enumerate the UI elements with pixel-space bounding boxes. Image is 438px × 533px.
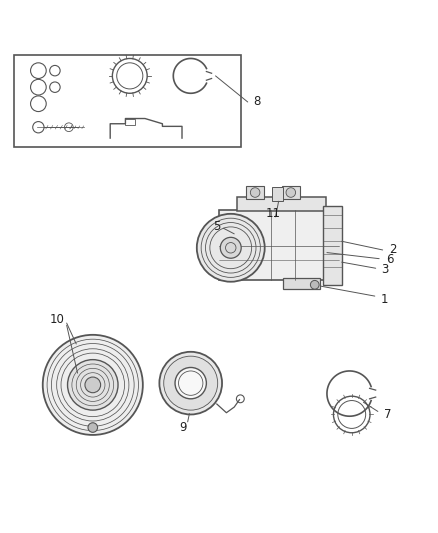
Text: 11: 11 <box>266 207 281 220</box>
Bar <box>14 55 241 147</box>
Text: 6: 6 <box>386 254 393 266</box>
Text: 1: 1 <box>381 293 388 305</box>
Bar <box>237 197 326 211</box>
Text: 2: 2 <box>389 244 397 256</box>
Bar <box>219 210 339 279</box>
Circle shape <box>67 360 118 410</box>
Circle shape <box>159 352 222 415</box>
Text: 5: 5 <box>213 220 220 232</box>
Circle shape <box>88 423 98 432</box>
Circle shape <box>286 188 296 197</box>
Circle shape <box>197 214 265 282</box>
Circle shape <box>85 377 101 393</box>
Bar <box>282 187 300 199</box>
Circle shape <box>43 335 143 435</box>
Bar <box>323 206 342 285</box>
Bar <box>125 119 135 125</box>
Circle shape <box>251 188 260 197</box>
Circle shape <box>220 237 241 258</box>
Bar <box>272 187 283 201</box>
Bar <box>283 278 321 289</box>
Text: 9: 9 <box>180 421 187 434</box>
Text: 3: 3 <box>381 263 389 277</box>
Bar <box>247 187 264 199</box>
Circle shape <box>311 280 319 289</box>
Circle shape <box>175 367 206 399</box>
Text: 10: 10 <box>49 313 64 326</box>
Circle shape <box>164 356 218 410</box>
Text: 7: 7 <box>384 408 392 421</box>
Text: 8: 8 <box>254 95 261 109</box>
